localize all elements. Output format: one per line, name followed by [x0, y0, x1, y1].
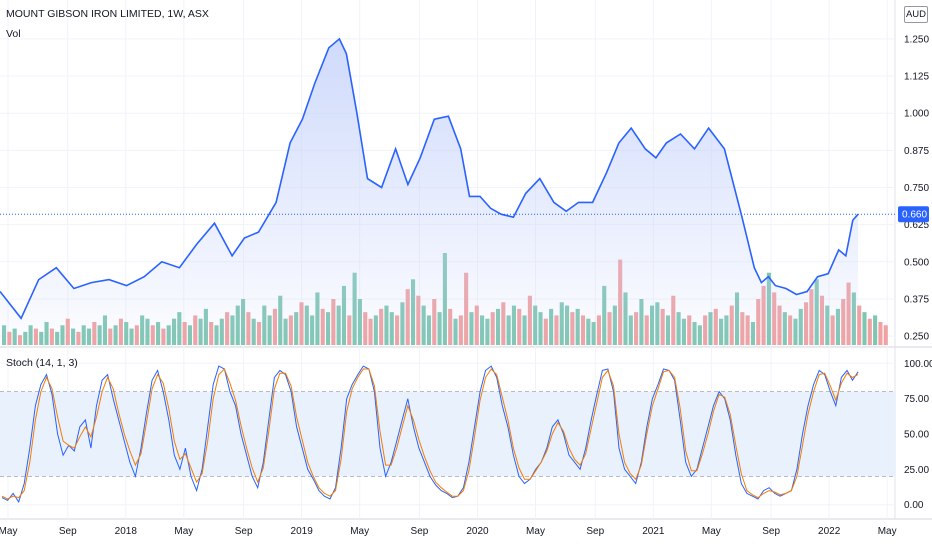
time-tick-label: May [174, 526, 193, 537]
volume-bar [873, 315, 878, 345]
volume-bar [883, 325, 888, 345]
stoch-band-fill [0, 391, 895, 477]
price-line [0, 37, 859, 320]
price-tick-label: 0.875 [904, 146, 929, 157]
stoch-tick-label: 75.00 [904, 394, 929, 405]
time-tick-label: May [0, 526, 17, 537]
axes: 1.250 1.125 1.000 0.875 0.750 0.625 0.500 0.375… [0, 34, 932, 537]
time-tick-label: May [350, 526, 369, 537]
time-tick-label: Sep [762, 526, 780, 537]
symbol-title[interactable]: MOUNT GIBSON IRON LIMITED, 1W, ASX [6, 8, 209, 20]
volume-bar [867, 318, 872, 345]
price-area-fill [0, 38, 859, 346]
stoch-lines [1, 365, 859, 504]
stoch-tick-label: 100.00 [904, 359, 932, 370]
volume-bar [862, 312, 867, 345]
time-tick-label: May [878, 526, 897, 537]
time-tick-label: 2018 [115, 526, 138, 537]
price-tick-label: 1.000 [904, 109, 929, 120]
price-tick-label: 0.500 [904, 257, 929, 268]
time-tick-label: 2022 [818, 526, 841, 537]
last-price-label: 0.660 [902, 210, 927, 221]
stoch-tick-label: 25.00 [904, 465, 929, 476]
volume-bar [878, 322, 883, 345]
stoch-d-line [1, 368, 859, 500]
time-tick-label: 2019 [291, 526, 314, 537]
time-tick-label: May [702, 526, 721, 537]
price-tick-label: 0.625 [904, 220, 929, 231]
price-tick-label: 1.125 [904, 72, 929, 83]
time-tick-label: Sep [586, 526, 604, 537]
price-tick-label: 0.250 [904, 332, 929, 343]
time-tick-label: Sep [59, 526, 77, 537]
stoch-indicator-label[interactable]: Stoch (14, 1, 3) [6, 357, 78, 369]
price-tick-label: 1.250 [904, 34, 929, 45]
volume-label[interactable]: Vol [6, 28, 21, 40]
time-tick-label: Sep [235, 526, 253, 537]
currency-badge[interactable]: AUD [904, 6, 928, 23]
last-price-badge [898, 206, 929, 223]
price-tick-label: 0.375 [904, 294, 929, 305]
time-tick-label: May [526, 526, 545, 537]
price-tick-label: 0.750 [904, 183, 929, 194]
stoch-k-line [1, 365, 859, 504]
stoch-tick-label: 50.00 [904, 430, 929, 441]
time-tick-label: 2020 [466, 526, 489, 537]
time-tick-label: Sep [411, 526, 429, 537]
stoch-tick-label: 0.00 [904, 500, 924, 511]
volume-bar [857, 305, 862, 345]
time-tick-label: 2021 [642, 526, 665, 537]
